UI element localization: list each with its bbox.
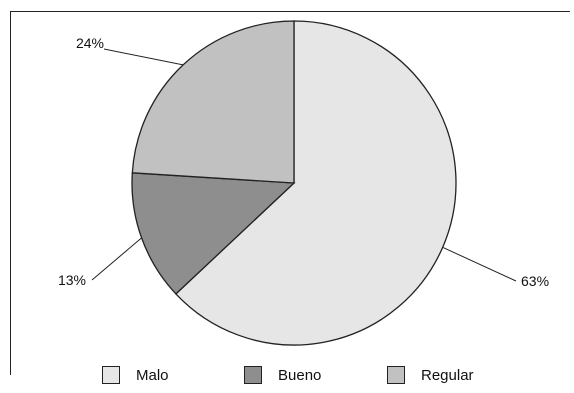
slice-label-regular: 24% [76,35,104,51]
leader-line-malo [442,246,517,282]
leader-line-bueno [91,237,142,281]
pie-slice-regular [131,20,295,184]
legend-label-malo: Malo [136,366,169,384]
chart-frame-top-border [10,11,570,12]
legend-item-regular: Regular [387,362,474,388]
slice-label-malo: 63% [521,273,549,289]
pie-slice-bueno [131,172,296,295]
chart-frame-left-border [10,11,11,375]
leader-line-regular [103,48,184,66]
pie-slice-malo [174,20,457,346]
legend-swatch-bueno [244,366,262,384]
legend-label-regular: Regular [421,366,474,384]
legend-swatch-malo [102,366,120,384]
slice-label-bueno: 13% [58,272,86,288]
legend-label-bueno: Bueno [278,366,322,384]
legend-item-bueno: Bueno [244,362,321,388]
legend-item-malo: Malo [102,362,169,388]
legend-swatch-regular [387,366,405,384]
